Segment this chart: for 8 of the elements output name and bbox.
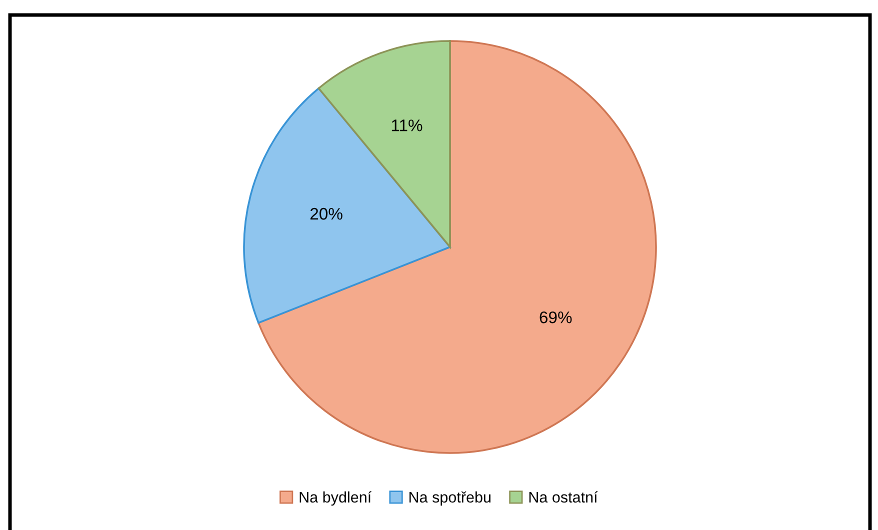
- data-label: 20%: [310, 208, 342, 220]
- legend-label: Na ostatní: [529, 491, 598, 503]
- data-label: 69%: [540, 311, 572, 324]
- pie-slice: [243, 87, 451, 324]
- data-label: 11%: [392, 120, 422, 132]
- legend-label: Na bydlení: [300, 491, 372, 506]
- pie-slice: [258, 40, 657, 454]
- legend-label: Na spotřebu: [410, 491, 490, 506]
